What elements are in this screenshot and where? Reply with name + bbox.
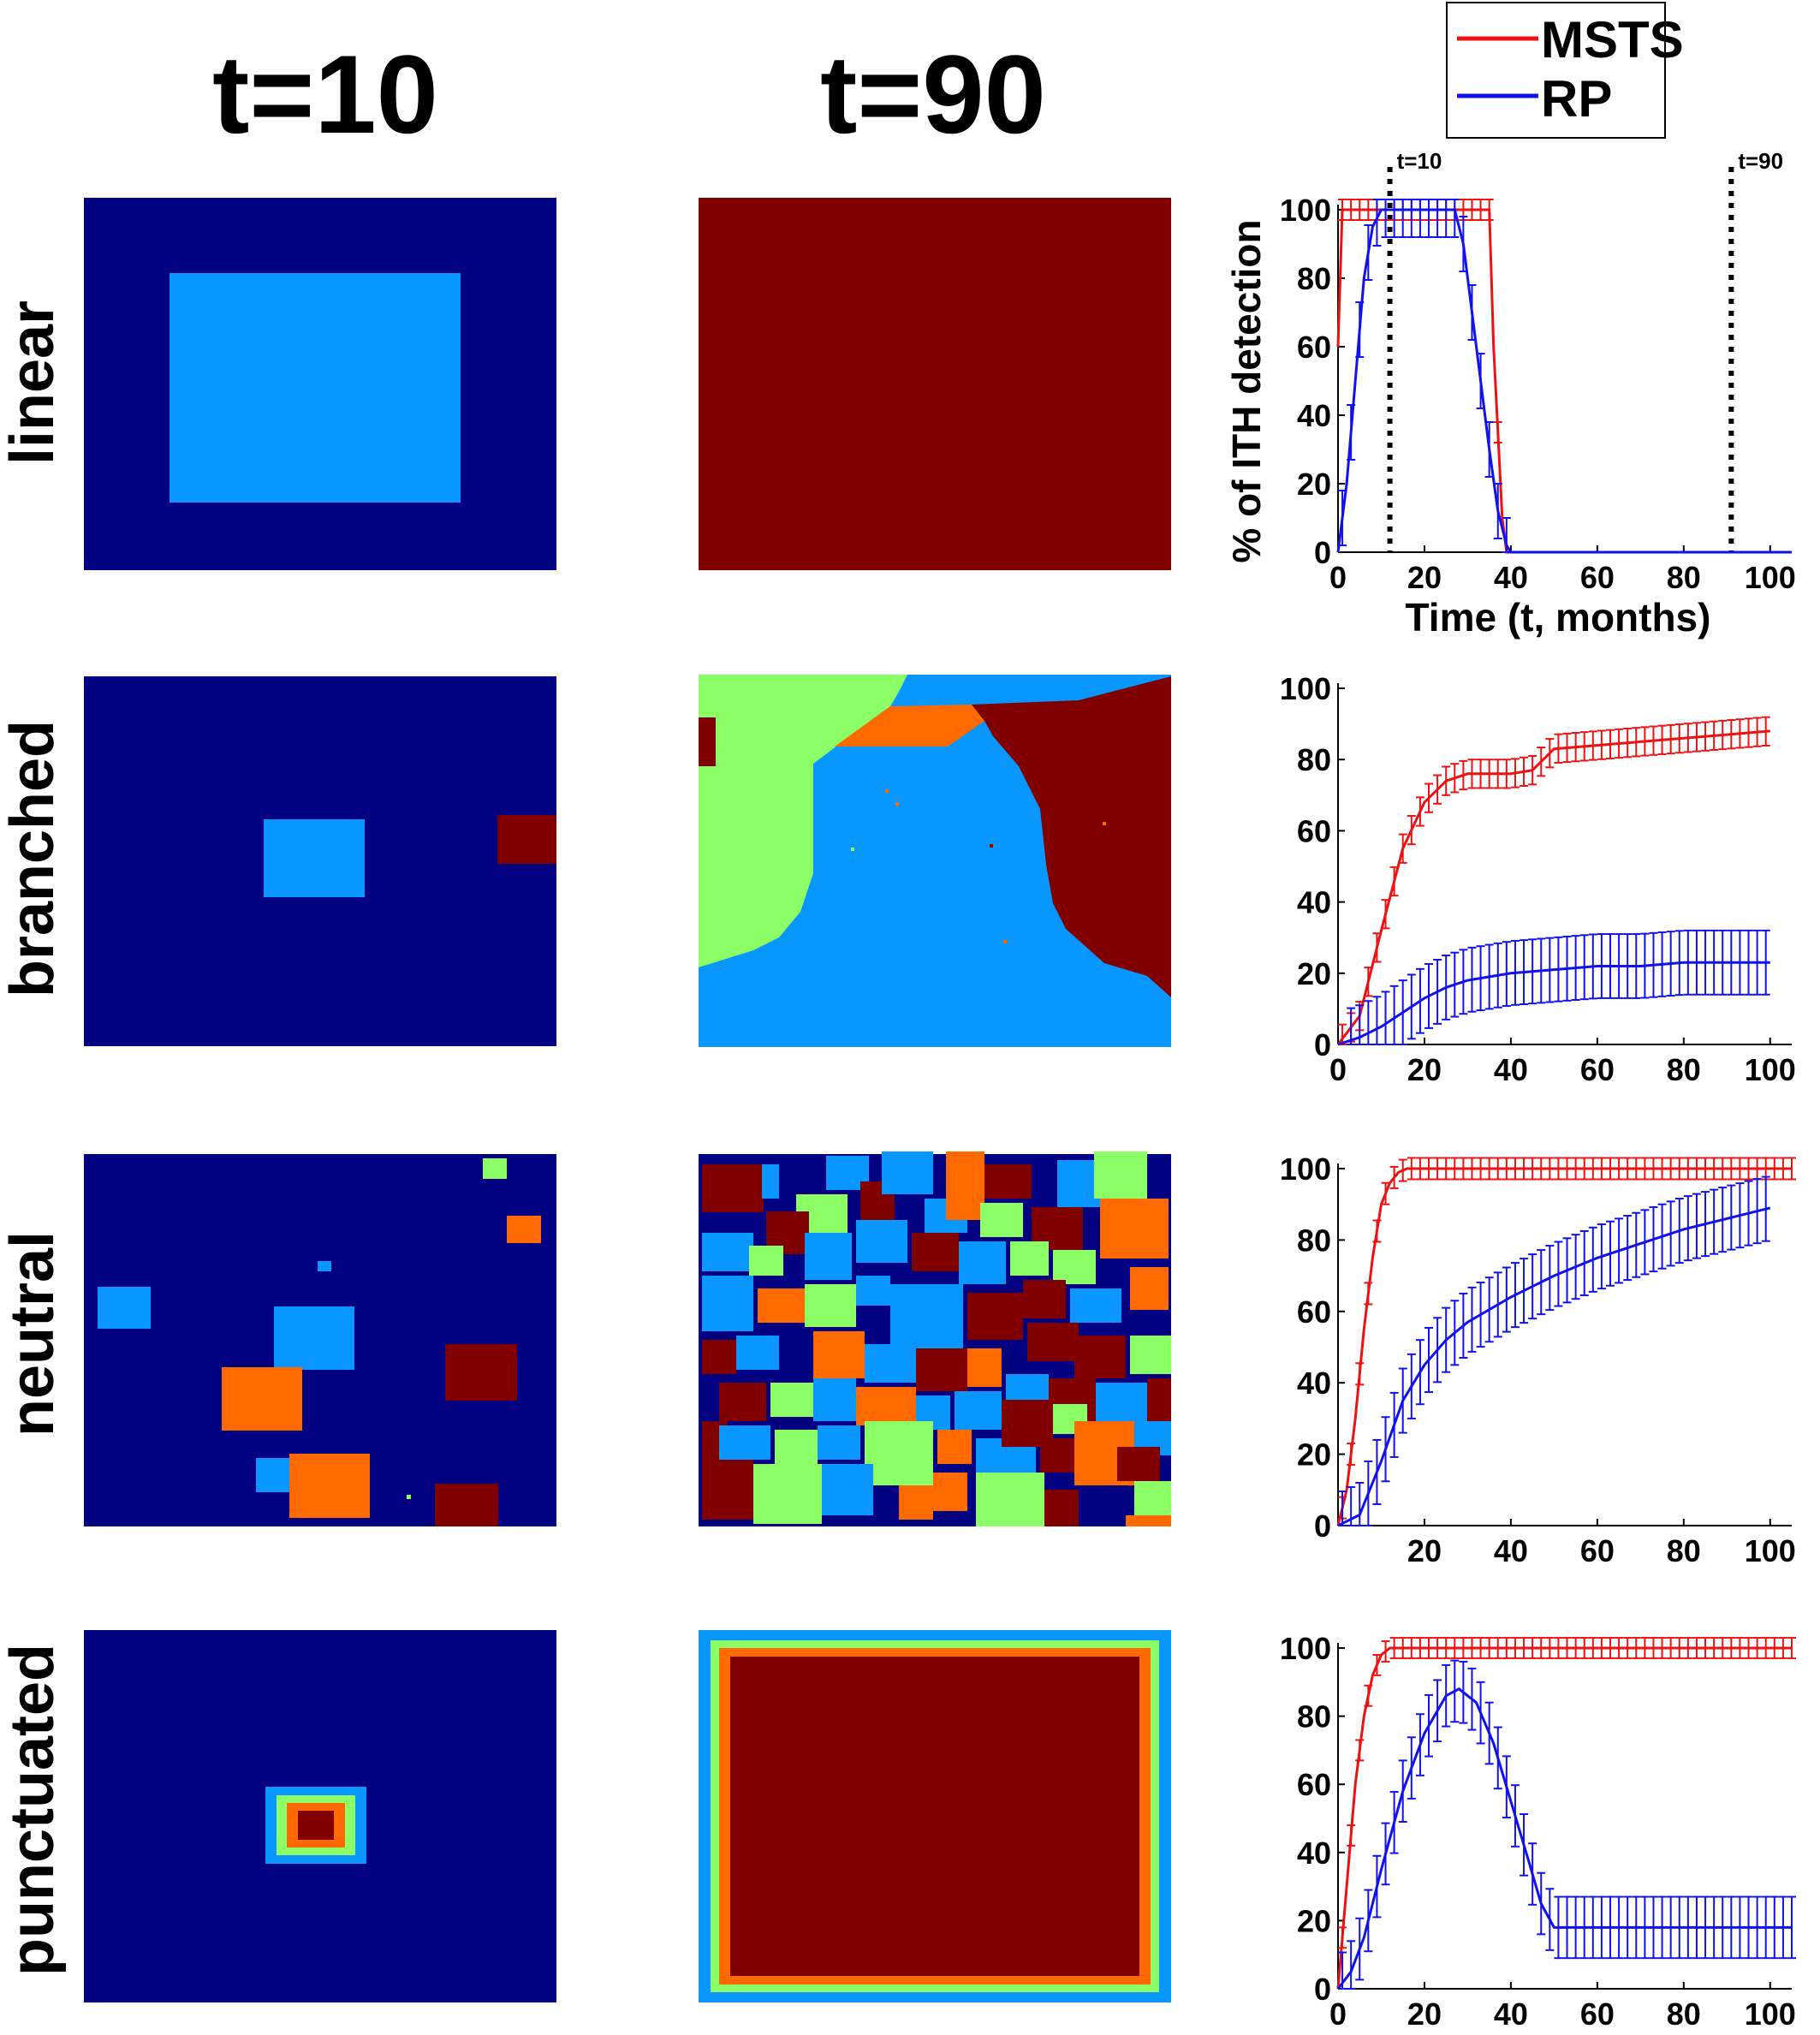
x-tick-label: 20 bbox=[1407, 1052, 1442, 1087]
y-tick-label: 60 bbox=[1297, 1294, 1331, 1330]
y-tick-label: 20 bbox=[1297, 956, 1331, 991]
x-tick-label: 0 bbox=[1329, 560, 1347, 595]
y-tick-label: 80 bbox=[1297, 1223, 1331, 1258]
x-tick-label: 40 bbox=[1494, 560, 1528, 595]
x-tick-label: 100 bbox=[1745, 560, 1796, 595]
y-tick-label: 40 bbox=[1297, 1366, 1331, 1401]
row-label-branched: branched bbox=[0, 720, 67, 997]
chart-ylabel: % of ITH detection bbox=[1224, 219, 1269, 562]
y-tick-label: 0 bbox=[1314, 535, 1331, 570]
y-tick-label: 100 bbox=[1280, 193, 1331, 228]
error-bars-rp bbox=[1338, 199, 1511, 553]
y-tick-label: 0 bbox=[1314, 1027, 1331, 1062]
y-tick-label: 40 bbox=[1297, 398, 1331, 433]
y-tick-label: 40 bbox=[1297, 1836, 1331, 1871]
row-label-linear: linear bbox=[0, 300, 67, 465]
x-tick-label: 80 bbox=[1667, 1533, 1701, 1568]
x-tick-label: 40 bbox=[1494, 1996, 1528, 2032]
x-tick-label: 20 bbox=[1407, 1996, 1442, 2032]
y-tick-label: 100 bbox=[1280, 1631, 1331, 1666]
y-tick-label: 0 bbox=[1314, 1508, 1331, 1544]
y-tick-label: 60 bbox=[1297, 813, 1331, 848]
y-tick-label: 60 bbox=[1297, 1767, 1331, 1802]
timepoint-label: t=90 bbox=[1738, 148, 1783, 174]
chart-branched: 0 20 40 60 80 100 0 20 40 60 80 100 bbox=[1280, 671, 1796, 1087]
y-tick-label: 20 bbox=[1297, 1437, 1331, 1473]
column-heading-t10: t=10 bbox=[212, 32, 438, 157]
series-line-rp bbox=[1336, 1687, 1792, 1990]
chart-punctuated: 0 20 40 60 80 100 0 20 40 60 80 100 bbox=[1280, 1631, 1796, 2032]
error-bars-rp bbox=[1338, 1659, 1796, 1990]
x-tick-label: 40 bbox=[1494, 1052, 1528, 1087]
map-linear-t90 bbox=[699, 198, 1171, 570]
legend-label-rp: RP bbox=[1541, 70, 1612, 128]
row-label-neutral: neutral bbox=[0, 1231, 67, 1437]
x-tick-label: 60 bbox=[1580, 560, 1615, 595]
series-line-msts bbox=[1336, 208, 1792, 554]
chart-xlabel: Time (t, months) bbox=[1406, 595, 1711, 640]
x-tick-label: 80 bbox=[1667, 1052, 1701, 1087]
series-line-rp bbox=[1337, 961, 1770, 1046]
timepoint-label: t=10 bbox=[1397, 148, 1442, 174]
x-tick-label: 60 bbox=[1580, 1533, 1615, 1568]
x-tick-label: 20 bbox=[1407, 1533, 1442, 1568]
map-punctuated-t90 bbox=[699, 1630, 1171, 2002]
x-tick-label: 20 bbox=[1407, 560, 1442, 595]
map-neutral-t90 bbox=[699, 1151, 1171, 1526]
y-tick-label: 40 bbox=[1297, 885, 1331, 920]
map-linear-t10 bbox=[84, 198, 556, 570]
legend-entry-rp: RP bbox=[1457, 70, 1612, 128]
series-line-msts bbox=[1336, 1167, 1792, 1526]
series-line-msts bbox=[1336, 1646, 1792, 1990]
series-line-msts bbox=[1336, 729, 1770, 1045]
y-tick-label: 80 bbox=[1297, 742, 1331, 777]
y-tick-label: 80 bbox=[1297, 1699, 1331, 1735]
map-punctuated-t10 bbox=[84, 1630, 556, 2002]
legend-label-msts: MSTS bbox=[1541, 11, 1684, 68]
y-tick-label: 80 bbox=[1297, 261, 1331, 296]
row-label-punctuated: punctuated bbox=[0, 1644, 67, 1976]
x-tick-label: 100 bbox=[1745, 1052, 1796, 1087]
chart-neutral: 0 20 40 60 80 100 20 40 60 80 100 bbox=[1280, 1151, 1796, 1568]
x-tick-label: 80 bbox=[1667, 560, 1701, 595]
series-line-rp bbox=[1336, 208, 1792, 554]
map-branched-t90 bbox=[699, 675, 1171, 1047]
y-tick-label: 0 bbox=[1314, 1972, 1331, 2007]
legend: MSTS RP bbox=[1446, 2, 1684, 139]
y-tick-label: 20 bbox=[1297, 1903, 1331, 1938]
x-tick-label: 100 bbox=[1745, 1533, 1796, 1568]
error-bars-rp bbox=[1338, 1175, 1770, 1526]
map-branched-t10 bbox=[84, 676, 556, 1046]
y-tick-label: 100 bbox=[1280, 1151, 1331, 1187]
x-tick-label: 40 bbox=[1494, 1533, 1528, 1568]
y-tick-label: 100 bbox=[1280, 671, 1331, 706]
legend-entry-msts: MSTS bbox=[1457, 11, 1684, 68]
chart-linear: 0 20 40 60 80 100 0 20 40 60 80 100 t=10 t=90 bbox=[1280, 148, 1796, 595]
error-bars-rp bbox=[1347, 929, 1770, 1045]
x-tick-label: 60 bbox=[1580, 1052, 1615, 1087]
series-line-rp bbox=[1337, 1206, 1771, 1527]
x-tick-label: 60 bbox=[1580, 1996, 1615, 2032]
map-neutral-t10 bbox=[84, 1154, 556, 1526]
error-bars-msts bbox=[1338, 1157, 1796, 1520]
column-heading-t90: t=90 bbox=[820, 32, 1046, 157]
x-tick-label: 0 bbox=[1329, 1996, 1347, 2032]
x-tick-label: 80 bbox=[1667, 1996, 1701, 2032]
y-tick-label: 60 bbox=[1297, 330, 1331, 365]
x-tick-label: 100 bbox=[1745, 1996, 1796, 2032]
x-tick-label: 0 bbox=[1329, 1052, 1347, 1087]
y-tick-label: 20 bbox=[1297, 467, 1331, 502]
